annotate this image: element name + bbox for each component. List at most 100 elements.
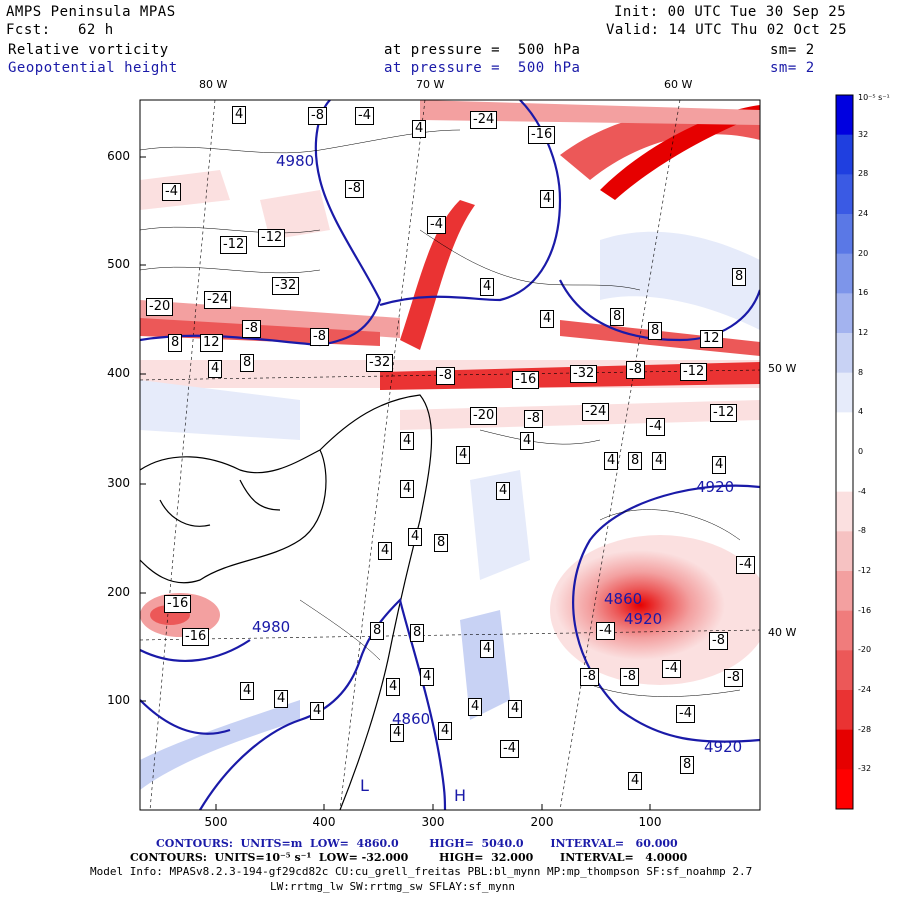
- colorbar-band: [836, 134, 853, 175]
- x-tick-200: 200: [530, 815, 554, 829]
- vorticity-label: -12: [258, 229, 286, 247]
- vorticity-label: -8: [310, 328, 329, 346]
- vorticity-label: -8: [242, 320, 261, 338]
- vorticity-label: -24: [582, 403, 610, 421]
- colorbar-band: [836, 571, 853, 612]
- vorticity-label: 4: [712, 456, 727, 474]
- colorbar-tick-label: -20: [858, 645, 872, 655]
- vorticity-label: 8: [370, 622, 385, 640]
- colorbar-band: [836, 293, 853, 334]
- height-contour-label: 4980: [276, 152, 315, 170]
- lon-label-40w: 40 W: [768, 626, 797, 639]
- vorticity-label: -4: [355, 107, 374, 125]
- colorbar-tick-label: -28: [858, 724, 872, 734]
- vorticity-label: 4: [438, 722, 453, 740]
- vorticity-label: -8: [524, 410, 543, 428]
- vorticity-label: -32: [272, 277, 300, 295]
- vorticity-contour-info: CONTOURS: UNITS=10⁻⁵ s⁻¹ LOW= -32.000 HI…: [130, 851, 688, 864]
- colorbar-tick-label: -32: [858, 764, 872, 774]
- vorticity-label: -4: [427, 216, 446, 234]
- lon-label-70w: 70 W: [416, 78, 445, 91]
- colorbar-tick-label: 12: [858, 328, 869, 337]
- vorticity-contours: [140, 129, 741, 697]
- vorticity-label: 4: [400, 480, 415, 498]
- vorticity-label: 4: [240, 682, 255, 700]
- vorticity-label: -24: [204, 291, 232, 309]
- vorticity-label: 4: [232, 106, 247, 124]
- model-info: Model Info: MPASv8.2.3-194-gf29cd82c CU:…: [90, 865, 753, 878]
- vorticity-label: 4: [480, 640, 495, 658]
- vorticity-label: -16: [528, 126, 556, 144]
- height-contour-label: 4860: [392, 710, 431, 728]
- colorbar-band: [836, 491, 853, 532]
- colorbar-band: [836, 729, 853, 770]
- vorticity-label: -32: [570, 365, 598, 383]
- colorbar-tick-label: 8: [858, 367, 864, 377]
- colorbar-tick-label: 20: [858, 248, 869, 258]
- vorticity-label: -4: [676, 705, 695, 723]
- vorticity-label: -8: [626, 361, 645, 379]
- y-tick-300: 300: [107, 476, 130, 490]
- field2-smoothing: sm= 2: [770, 60, 815, 76]
- fcst-label: Fcst:: [6, 22, 51, 38]
- vorticity-label: -12: [220, 236, 248, 254]
- map-frame: [139, 99, 761, 811]
- y-tick-500: 500: [107, 257, 130, 271]
- colorbar-band: [836, 610, 853, 651]
- colorbar-band: [836, 650, 853, 691]
- vorticity-label: -12: [680, 363, 708, 381]
- pressure-center-marker: H: [454, 786, 467, 805]
- vorticity-label: -8: [580, 668, 599, 686]
- vorticity-label: -4: [736, 556, 755, 574]
- axis-ticks: [140, 156, 651, 810]
- colorbar-tick-label: -4: [858, 486, 866, 496]
- vorticity-label: -20: [470, 407, 498, 425]
- vorticity-label: 4: [520, 432, 535, 450]
- vorticity-label: 8: [610, 308, 625, 326]
- vorticity-label: 4: [412, 120, 427, 138]
- colorbar-band: [836, 452, 853, 493]
- vorticity-label: 4: [400, 432, 415, 450]
- vorticity-label: 4: [408, 528, 423, 546]
- vorticity-label: 4: [274, 690, 289, 708]
- field1-name: Relative vorticity: [8, 42, 169, 58]
- pressure-center-marker: L: [360, 776, 369, 795]
- vorticity-label: 8: [168, 334, 183, 352]
- lon-label-50w: 50 W: [768, 362, 797, 375]
- vorticity-label: -20: [146, 298, 174, 316]
- vorticity-label: -16: [164, 595, 192, 613]
- colorbar-band: [836, 531, 853, 572]
- vorticity-label: -4: [162, 183, 181, 201]
- height-contour-label: 4920: [696, 478, 735, 496]
- colorbar-tick-label: 32: [858, 129, 869, 139]
- vorticity-label: 4: [420, 668, 435, 686]
- height-contour-label: 4920: [624, 610, 663, 628]
- field2-level: at pressure = 500 hPa: [384, 60, 581, 76]
- vorticity-label: -32: [366, 354, 394, 372]
- vorticity-label: -4: [646, 418, 665, 436]
- model-info-radiation: LW:rrtmg_lw SW:rrtmg_sw SFLAY:sf_mynn: [270, 880, 516, 893]
- vorticity-label: -4: [662, 660, 681, 678]
- init-time: Init: 00 UTC Tue 30 Sep 25: [614, 4, 847, 20]
- colorbar-tick-label: -12: [858, 566, 872, 575]
- vorticity-label: 8: [648, 322, 663, 340]
- vorticity-label: 4: [208, 360, 223, 378]
- vorticity-label: 4: [540, 310, 555, 328]
- lon-label-80w: 80 W: [199, 78, 228, 91]
- colorbar-band: [836, 253, 853, 294]
- vorticity-label: 8: [628, 452, 643, 470]
- fcst-value: 62 h: [78, 22, 114, 38]
- colorbar-band: [836, 214, 853, 255]
- colorbar-tick-label: 16: [858, 288, 869, 298]
- colorbar-band: [836, 412, 853, 453]
- vorticity-label: 4: [628, 772, 643, 790]
- vorticity-label: 4: [468, 698, 483, 716]
- vorticity-label: 8: [410, 624, 425, 642]
- vorticity-label: -8: [436, 367, 455, 385]
- x-tick-500: 500: [204, 815, 228, 829]
- vorticity-label: 12: [200, 334, 223, 352]
- vorticity-label: -12: [710, 404, 738, 422]
- field1-level: at pressure = 500 hPa: [384, 42, 581, 58]
